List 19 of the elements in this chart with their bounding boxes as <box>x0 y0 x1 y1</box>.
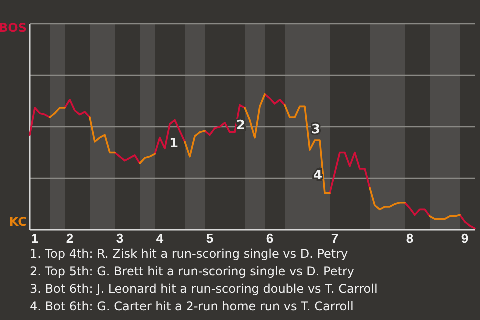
x-tick-label: 7 <box>331 231 339 246</box>
text: KC <box>9 215 28 229</box>
annotation: 1 <box>169 136 179 152</box>
text: 4. Bot 6th: G. Carter hit a 2-run home run vs T. Carroll <box>30 300 354 314</box>
x-tick-label: 2 <box>66 231 74 246</box>
x-tick-label: 5 <box>206 231 214 246</box>
annotation: 2 <box>236 118 246 134</box>
x-tick-label: 1 <box>31 231 39 246</box>
x-tick-label: 3 <box>116 231 124 246</box>
x-tick-label: 8 <box>406 231 414 246</box>
annotation: 3 <box>311 122 321 138</box>
text: 3. Bot 6th: J. Leonard hit a run-scoring double vs T. Carroll <box>30 282 378 296</box>
text: 1. Top 4th: R. Zisk hit a run-scoring single vs D. Petry <box>30 247 348 261</box>
text: BOS <box>0 21 27 35</box>
annotation: 4 <box>313 168 323 184</box>
text: 2. Top 5th: G. Brett hit a run-scoring single vs D. Petry <box>30 264 354 278</box>
x-tick-label: 6 <box>266 231 274 246</box>
x-tick-label: 9 <box>461 231 469 246</box>
x-tick-label: 4 <box>156 231 164 246</box>
